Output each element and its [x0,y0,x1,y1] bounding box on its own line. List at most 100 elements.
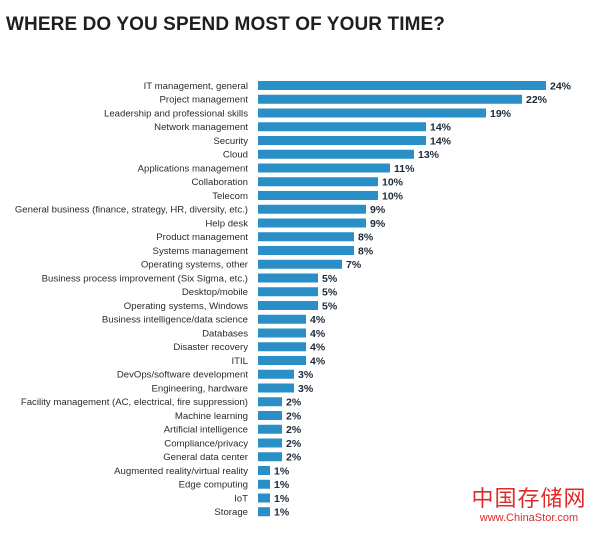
bar [258,149,414,159]
category-label: ITIL [231,356,248,367]
bar [258,163,390,173]
category-label: Applications management [138,163,249,174]
bar [258,204,366,214]
bar [258,218,366,228]
value-label: 1% [274,493,290,505]
bar [258,94,522,104]
category-label: Databases [202,328,248,339]
value-label: 8% [358,232,374,244]
bar [258,191,378,200]
bar [258,273,318,283]
value-label: 19% [490,108,512,120]
bar [258,328,306,338]
watermark: 中国存储网 www.ChinaStor.com [470,488,588,525]
value-label: 5% [322,300,338,312]
value-label: 8% [358,245,374,257]
value-label: 1% [274,465,290,477]
category-labels: IT management, general Project management… [15,81,249,518]
category-label: DevOps/software development [117,370,249,381]
value-label: 7% [346,259,362,271]
bar [258,369,294,379]
category-label: Leadership and professional skills [104,108,248,119]
category-label: Business process improvement (Six Sigma,… [42,273,248,284]
value-label: 14% [430,135,452,147]
category-label: General business (finance, strategy, HR,… [15,205,248,216]
bar [258,397,282,407]
bar [258,246,354,255]
value-label: 2% [286,424,302,436]
value-label: 9% [370,204,386,216]
category-label: Operating systems, Windows [124,301,248,312]
category-label: Disaster recovery [173,342,248,353]
value-labels: 24%22%19%14%14%13%11%10%10%9%9%8%8%7%5%5… [274,80,572,518]
bar [258,507,270,517]
category-label: Storage [214,507,248,518]
value-label: 22% [526,94,548,106]
bar [258,466,270,475]
value-label: 4% [310,342,326,354]
category-label: Systems management [153,246,249,257]
value-label: 4% [310,314,326,326]
category-label: Network management [154,122,248,133]
value-label: 5% [322,287,338,299]
category-label: Facility management (AC, electrical, fir… [21,397,248,408]
category-label: Help desk [205,218,248,229]
value-label: 2% [286,452,302,464]
bar [258,452,282,462]
value-label: 2% [286,397,302,409]
bar [258,232,354,242]
value-label: 24% [550,80,572,92]
value-label: 10% [382,190,404,202]
value-label: 13% [418,149,440,161]
value-label: 5% [322,273,338,285]
value-label: 11% [394,163,415,175]
bar [258,438,282,448]
bar [258,411,282,420]
category-label: Cloud [223,150,248,161]
value-label: 9% [370,218,386,230]
value-label: 4% [310,355,326,367]
bar [258,493,270,503]
bar [258,81,546,90]
category-label: Compliance/privacy [164,438,248,449]
category-label: Operating systems, other [141,260,249,271]
value-label: 3% [298,383,314,395]
value-label: 4% [310,328,326,340]
value-label: 10% [382,177,404,189]
category-label: Machine learning [175,411,248,422]
category-label: Business intelligence/data science [102,315,248,326]
bar [258,287,318,297]
bar [258,356,306,365]
category-label: Security [213,136,248,147]
bar [258,479,270,489]
category-label: General data center [163,452,249,463]
bars [258,81,546,517]
category-label: Telecom [212,191,248,202]
category-label: Augmented reality/virtual reality [114,466,248,477]
category-label: IoT [234,493,248,504]
value-label: 3% [298,369,314,381]
value-label: 1% [274,507,290,519]
category-label: Edge computing [179,480,248,491]
bar [258,108,486,118]
category-label: Artificial intelligence [164,425,248,436]
watermark-url: www.ChinaStor.com [479,512,579,524]
bar [258,177,378,187]
category-label: Engineering, hardware [151,383,248,394]
category-label: IT management, general [144,81,248,92]
bar [258,342,306,352]
bar [258,259,342,269]
category-label: Desktop/mobile [182,287,248,298]
bar [258,383,294,393]
watermark-logo-text: 中国存储网 [471,487,587,512]
value-label: 2% [286,410,302,422]
chart-title: WHERE DO YOU SPEND MOST OF YOUR TIME? [6,14,445,35]
bar [258,301,318,310]
category-label: Collaboration [191,177,248,188]
value-label: 2% [286,438,302,450]
category-label: Product management [156,232,248,243]
bar [258,424,282,434]
bar [258,314,306,324]
bar [258,136,426,145]
